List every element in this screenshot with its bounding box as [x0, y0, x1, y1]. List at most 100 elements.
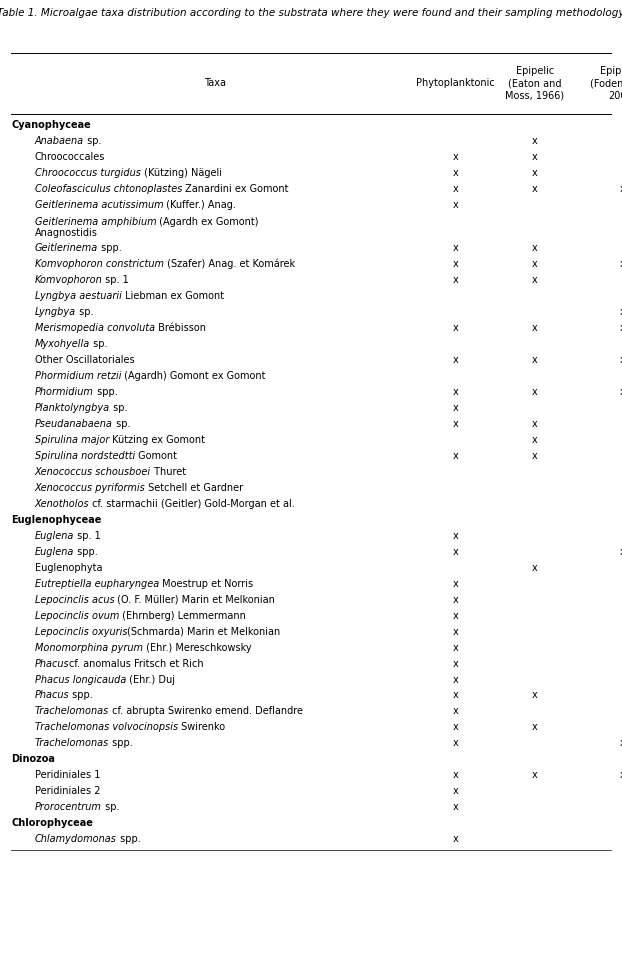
Text: Euglenophyta: Euglenophyta — [35, 563, 102, 573]
Text: x: x — [620, 323, 622, 333]
Text: Prorocentrum: Prorocentrum — [35, 802, 101, 812]
Text: x: x — [620, 183, 622, 194]
Text: Coleofasciculus chtonoplastes: Coleofasciculus chtonoplastes — [35, 183, 182, 194]
Text: Lyngbya: Lyngbya — [35, 307, 76, 317]
Text: sp.: sp. — [113, 419, 130, 429]
Text: x: x — [453, 403, 458, 413]
Text: (Kützing) Nägeli: (Kützing) Nägeli — [141, 168, 221, 177]
Text: x: x — [532, 563, 537, 573]
Text: x: x — [620, 738, 622, 748]
Text: Trachelomonas: Trachelomonas — [35, 706, 109, 716]
Text: spp.: spp. — [116, 834, 141, 844]
Text: x: x — [453, 168, 458, 177]
Text: x: x — [453, 627, 458, 637]
Text: x: x — [453, 802, 458, 812]
Text: Xenotholos: Xenotholos — [35, 499, 90, 509]
Text: sp. 1: sp. 1 — [103, 275, 129, 285]
Text: Merismopedia convoluta: Merismopedia convoluta — [35, 323, 155, 333]
Text: sp.: sp. — [101, 802, 119, 812]
Text: Anagnostidis: Anagnostidis — [35, 228, 98, 237]
Text: Geitlerinema amphibium: Geitlerinema amphibium — [35, 217, 156, 227]
Text: Chlamydomonas: Chlamydomonas — [35, 834, 116, 844]
Text: x: x — [532, 419, 537, 429]
Text: x: x — [532, 451, 537, 461]
Text: (Agardh) Gomont ex Gomont: (Agardh) Gomont ex Gomont — [121, 371, 266, 381]
Text: x: x — [532, 691, 537, 701]
Text: x: x — [453, 674, 458, 684]
Text: Spirulina nordstedtti: Spirulina nordstedtti — [35, 451, 135, 461]
Text: (Ehrnberg) Lemmermann: (Ehrnberg) Lemmermann — [119, 610, 246, 620]
Text: Thuret: Thuret — [151, 467, 186, 477]
Text: x: x — [453, 834, 458, 844]
Text: (Agardh ex Gomont): (Agardh ex Gomont) — [156, 217, 259, 227]
Text: Komvophoron constrictum: Komvophoron constrictum — [35, 260, 164, 269]
Text: Phormidium: Phormidium — [35, 387, 93, 397]
Text: x: x — [453, 151, 458, 162]
Text: x: x — [453, 275, 458, 285]
Text: Lepocinclis ovum: Lepocinclis ovum — [35, 610, 119, 620]
Text: x: x — [453, 659, 458, 669]
Text: x: x — [453, 770, 458, 780]
Text: x: x — [532, 168, 537, 177]
Text: x: x — [453, 786, 458, 797]
Text: Euglena: Euglena — [35, 531, 74, 541]
Text: sp.: sp. — [110, 403, 128, 413]
Text: x: x — [453, 547, 458, 557]
Text: Geitlerinema acutissimum: Geitlerinema acutissimum — [35, 200, 164, 209]
Text: x: x — [532, 723, 537, 733]
Text: Trachelomonas volvocinopsis: Trachelomonas volvocinopsis — [35, 723, 178, 733]
Text: x: x — [532, 355, 537, 365]
Text: Euglena: Euglena — [35, 547, 74, 557]
Text: x: x — [532, 387, 537, 397]
Text: x: x — [453, 642, 458, 652]
Text: x: x — [453, 578, 458, 589]
Text: x: x — [620, 260, 622, 269]
Text: x: x — [620, 387, 622, 397]
Text: Phormidium retzii: Phormidium retzii — [35, 371, 121, 381]
Text: x: x — [532, 323, 537, 333]
Text: x: x — [453, 387, 458, 397]
Text: x: x — [532, 151, 537, 162]
Text: Lepocinclis oxyuris: Lepocinclis oxyuris — [35, 627, 128, 637]
Text: x: x — [532, 243, 537, 253]
Text: Monomorphina pyrum: Monomorphina pyrum — [35, 642, 142, 652]
Text: cf. abrupta Swirenko emend. Deflandre: cf. abrupta Swirenko emend. Deflandre — [109, 706, 303, 716]
Text: (Szafer) Anag. et Komárek: (Szafer) Anag. et Komárek — [164, 259, 295, 269]
Text: x: x — [532, 260, 537, 269]
Text: Planktolyngbya: Planktolyngbya — [35, 403, 110, 413]
Text: Myxohyella: Myxohyella — [35, 339, 90, 349]
Text: x: x — [620, 355, 622, 365]
Text: x: x — [453, 691, 458, 701]
Text: (O. F. Müller) Marin et Melkonian: (O. F. Müller) Marin et Melkonian — [114, 595, 275, 605]
Text: spp.: spp. — [69, 691, 93, 701]
Text: Phacus longicauda: Phacus longicauda — [35, 674, 126, 684]
Text: Spirulina major: Spirulina major — [35, 435, 109, 445]
Text: Kützing ex Gomont: Kützing ex Gomont — [109, 435, 205, 445]
Text: x: x — [453, 531, 458, 541]
Text: sp.: sp. — [84, 136, 101, 145]
Text: (Schmarda) Marin et Melkonian: (Schmarda) Marin et Melkonian — [128, 627, 281, 637]
Text: x: x — [453, 419, 458, 429]
Text: x: x — [453, 738, 458, 748]
Text: Peridiniales 2: Peridiniales 2 — [35, 786, 100, 797]
Text: cf. starmachii (Geitler) Gold-Morgan et al.: cf. starmachii (Geitler) Gold-Morgan et … — [90, 499, 295, 509]
Text: Geitlerinema: Geitlerinema — [35, 243, 98, 253]
Text: x: x — [453, 706, 458, 716]
Text: x: x — [620, 770, 622, 780]
Text: Epipelic
(Eaton and
Moss, 1966): Epipelic (Eaton and Moss, 1966) — [505, 66, 564, 101]
Text: Eutreptiella eupharyngea: Eutreptiella eupharyngea — [35, 578, 159, 589]
Text: Komvophoron: Komvophoron — [35, 275, 103, 285]
Text: (Ehr.) Duj: (Ehr.) Duj — [126, 674, 175, 684]
Text: x: x — [453, 183, 458, 194]
Text: x: x — [620, 307, 622, 317]
Text: cf. anomalus Fritsch et Rich: cf. anomalus Fritsch et Rich — [69, 659, 204, 669]
Text: sp. 1: sp. 1 — [74, 531, 101, 541]
Text: x: x — [453, 260, 458, 269]
Text: Other Oscillatoriales: Other Oscillatoriales — [35, 355, 134, 365]
Text: Lepocinclis acus: Lepocinclis acus — [35, 595, 114, 605]
Text: x: x — [453, 451, 458, 461]
Text: x: x — [532, 136, 537, 145]
Text: x: x — [453, 610, 458, 620]
Text: x: x — [453, 595, 458, 605]
Text: Chroococcales: Chroococcales — [35, 151, 105, 162]
